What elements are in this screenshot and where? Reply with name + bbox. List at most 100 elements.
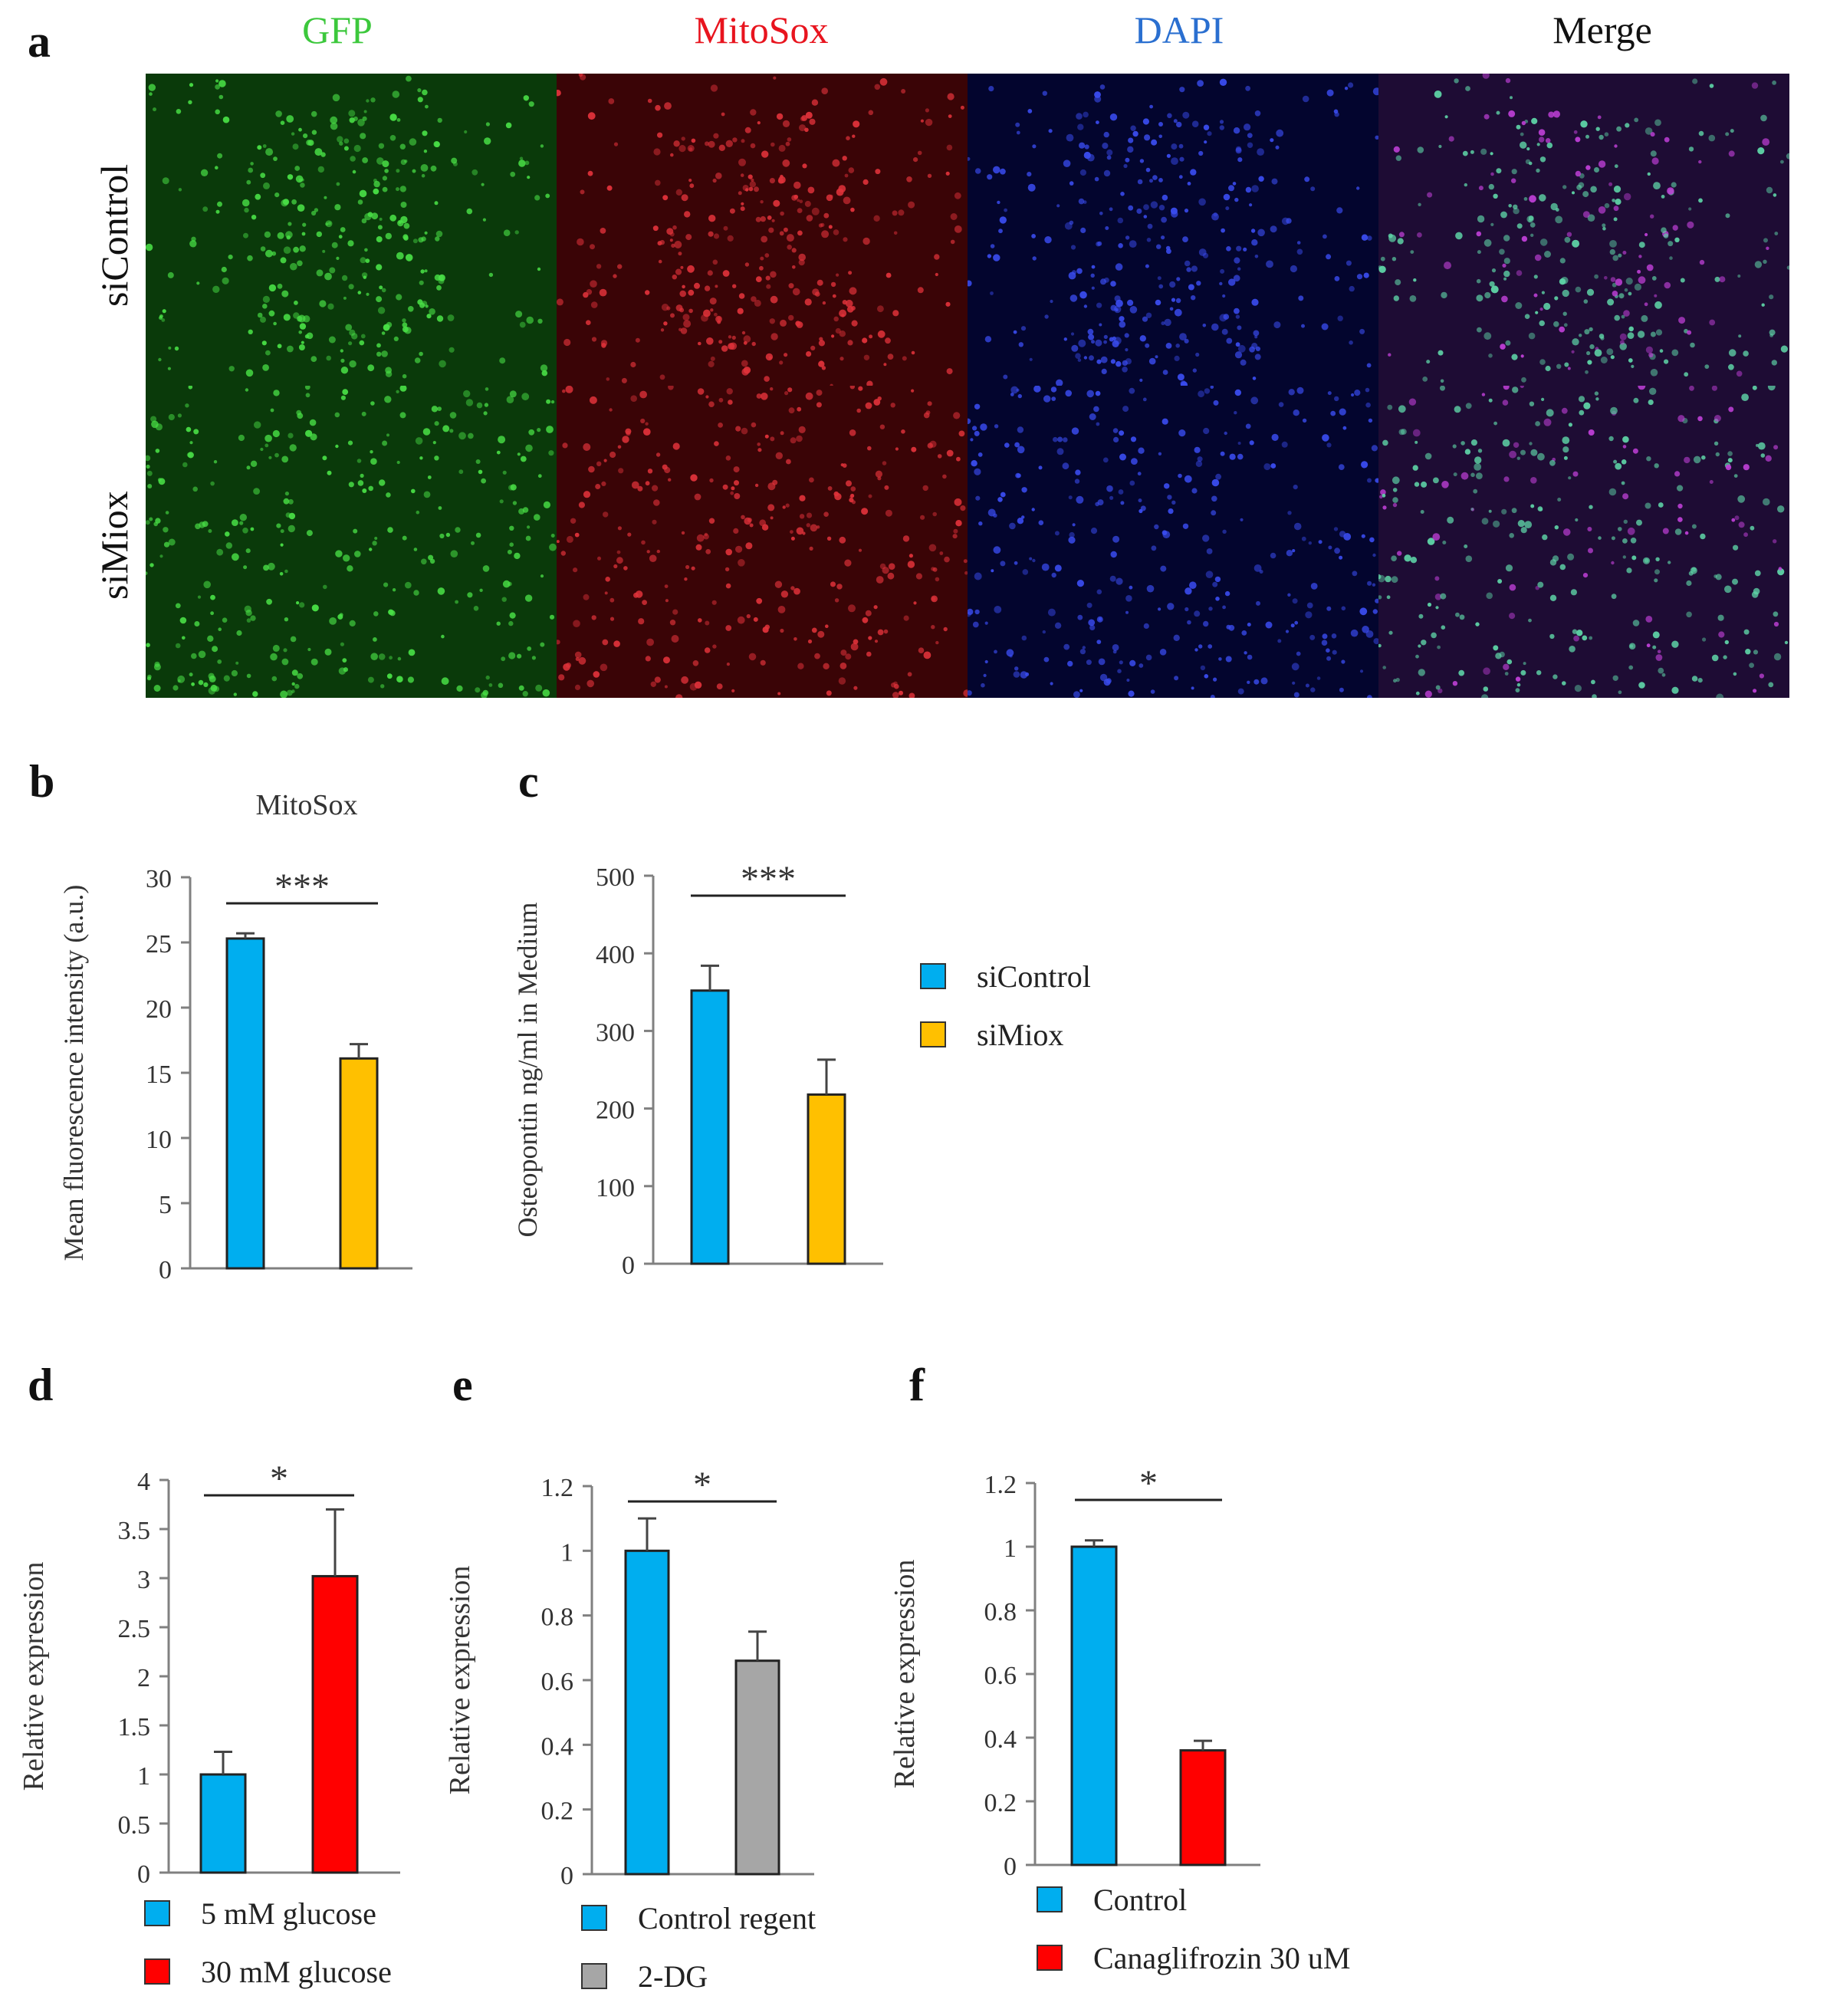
chart-d: 0 0.5 1 1.5 2 2.5 3 3.5 4 Relative expression * [18,1459,400,1889]
y-axis-label: Mean fluorescence intensity (a.u.) [58,885,89,1261]
y-tick-label: 15 [146,1061,172,1089]
legend-swatch [1037,1945,1063,1971]
bar-first [1070,1545,1118,1866]
panel-letter-d: d [28,1360,54,1410]
y-tick-label: 100 [596,1174,635,1202]
bar-second [311,1574,359,1874]
legend-swatch [581,1905,607,1931]
y-tick-label: 4 [137,1468,150,1496]
legend-label: Canaglifrozin 30 uM [1093,1940,1351,1975]
panel-letter-e: e [452,1360,473,1410]
chart-title: MitoSox [255,789,357,821]
y-tick-label: 3.5 [118,1517,151,1545]
y-tick-label: 20 [146,995,172,1024]
y-tick-label: 30 [146,865,172,893]
legend-item: Control [1037,1880,1351,1919]
bar-first [199,1773,247,1874]
legend-swatch [1037,1886,1063,1912]
bar-second [1179,1749,1227,1866]
y-axis-label: Relative expression [18,1562,50,1791]
bar-second [807,1093,846,1265]
y-tick-label: 1.2 [984,1471,1017,1499]
legend-item: siMiox [920,1015,1091,1054]
channel-title-mitosox: MitoSox [694,8,829,51]
y-tick-label: 2 [137,1664,150,1692]
panel-letter-f: f [909,1360,925,1410]
legend-swatch [920,963,946,989]
legend-label: 5 mM glucose [201,1896,376,1931]
y-tick-label: 10 [146,1126,172,1154]
legend-e: Control regent 2-DG [581,1899,816,2015]
channel-title-dapi: DAPI [1134,8,1224,51]
legend-d: 5 mM glucose 30 mM glucose [144,1894,392,2011]
micrograph-tile [1378,74,1789,386]
y-tick-label: 0.8 [541,1603,574,1632]
significance-label: * [270,1459,288,1499]
y-tick-label: 0.6 [541,1668,574,1696]
y-tick-label: 2.5 [118,1615,151,1643]
legend-label: siControl [977,959,1091,994]
y-tick-label: 1 [560,1538,573,1567]
legend-item: siControl [920,957,1091,995]
channel-title-merge: Merge [1552,8,1652,51]
legend-f: Control Canaglifrozin 30 uM [1037,1880,1351,1997]
legend-item: 2-DG [581,1957,816,1995]
legend-swatch [144,1958,170,1985]
y-tick-label: 0.2 [984,1789,1017,1817]
bar-first [624,1549,670,1876]
y-tick-label: 5 [159,1191,172,1219]
y-tick-label: 400 [596,941,635,969]
legend-swatch [581,1963,607,1989]
y-tick-label: 25 [146,930,172,959]
legend-label: 2-DG [638,1958,708,1994]
y-tick-label: 0 [1004,1853,1017,1881]
legend-swatch [144,1900,170,1926]
y-tick-label: 3 [137,1566,150,1594]
chart-e: 0 0.2 0.4 0.6 0.8 1 1.2 Relative expression * [444,1465,814,1890]
row-label-simiox: siMiox [93,491,136,600]
y-tick-label: 1.2 [541,1474,574,1502]
channel-title-gfp: GFP [302,8,373,51]
y-tick-label: 200 [596,1097,635,1125]
micrograph-tile [1378,386,1789,698]
y-tick-label: 1 [137,1762,150,1791]
bar-first [225,937,265,1270]
legend-item: 5 mM glucose [144,1894,392,1932]
significance-label: * [693,1465,711,1505]
significance-label: *** [741,859,796,899]
y-axis-label: Relative expression [889,1560,921,1789]
y-tick-label: 0 [560,1862,573,1890]
y-tick-label: 0 [159,1256,172,1284]
micrograph-tile [557,74,968,386]
legend-label: Control regent [638,1900,816,1935]
chart-c: 0 100 200 300 400 500 Osteopontin ng/ml in Med… [512,859,883,1280]
chart-b: 0 5 10 15 20 25 30 Mean fluorescence intensity … [58,789,412,1284]
y-tick-label: 0.8 [984,1598,1017,1626]
y-tick-label: 0.5 [118,1811,151,1840]
y-tick-label: 300 [596,1018,635,1047]
y-tick-label: 1 [1004,1534,1017,1563]
y-axis-label: Relative expression [444,1566,476,1795]
panel-letter-b: b [29,756,55,807]
legend-label: 30 mM glucose [201,1954,392,1989]
y-tick-label: 0.4 [541,1732,574,1761]
bar-second [339,1057,379,1270]
legend-item: 30 mM glucose [144,1952,392,1991]
significance-label: * [1139,1463,1158,1504]
chart-f: 0 0.2 0.4 0.6 0.8 1 1.2 Relative expression * [889,1463,1260,1881]
y-axis-label: Osteopontin ng/ml in Medium [512,903,543,1238]
micrograph-tile [968,386,1378,698]
panel-letter-a: a [28,16,51,67]
y-tick-label: 0.6 [984,1662,1017,1690]
micrograph-tile [146,74,557,386]
legend-swatch [920,1021,946,1047]
y-tick-label: 500 [596,863,635,892]
y-tick-label: 1.5 [118,1713,151,1741]
legend-label: Control [1093,1882,1188,1917]
bar-second [734,1659,780,1876]
legend-c: siControl siMiox [920,957,1091,1074]
micrograph-tile [968,74,1378,386]
row-label-sicontrol: siControl [93,163,136,307]
y-tick-label: 0.2 [541,1797,574,1826]
legend-item: Control regent [581,1899,816,1937]
